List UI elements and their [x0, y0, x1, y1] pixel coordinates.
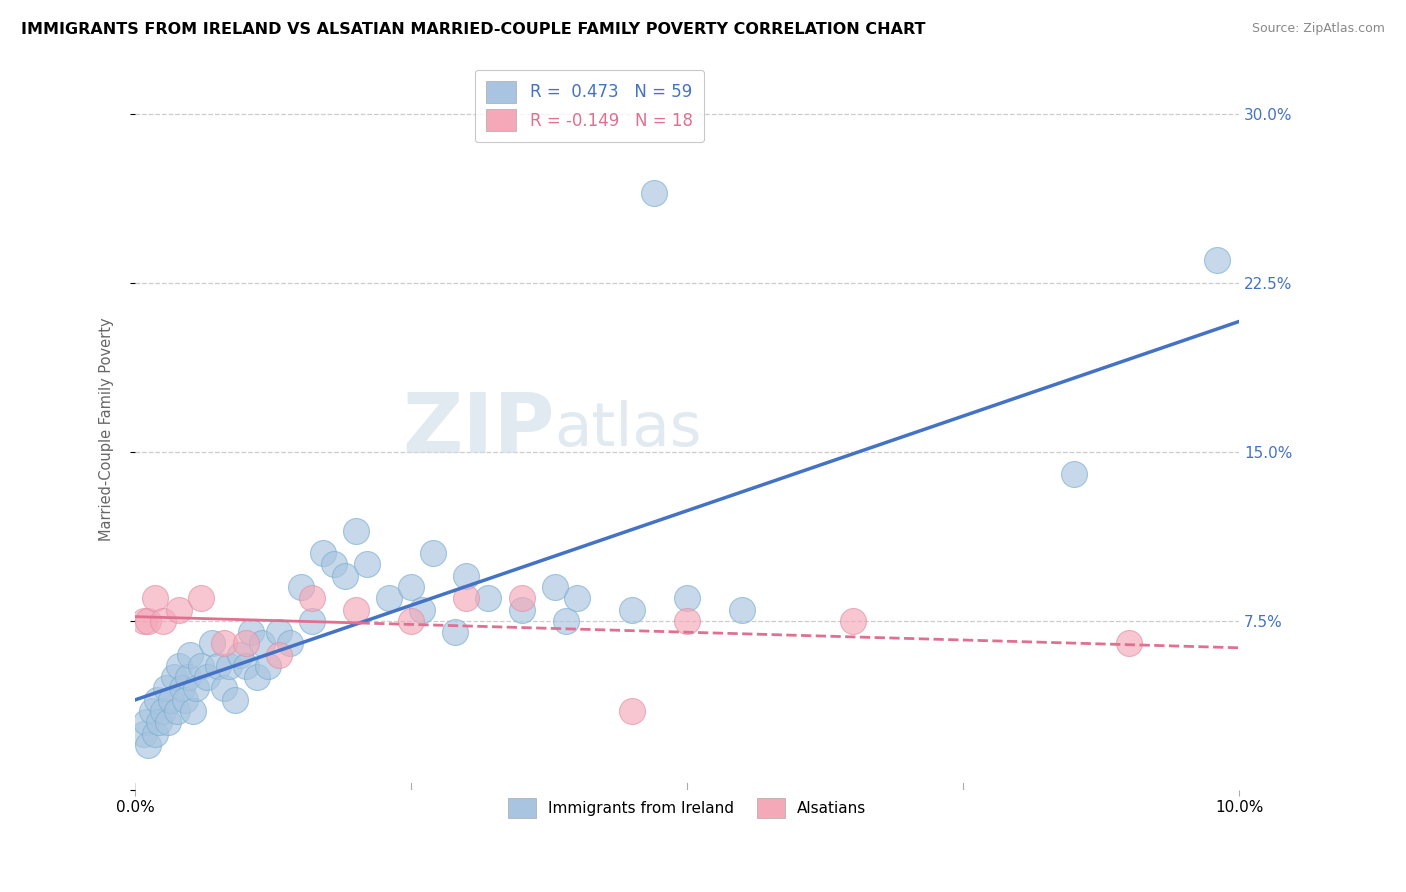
Point: [246, 670, 269, 684]
Point: [422, 546, 444, 560]
Point: [170, 681, 193, 696]
Point: [132, 726, 155, 740]
Point: [179, 648, 201, 662]
Point: [235, 659, 257, 673]
Point: [278, 636, 301, 650]
Point: [344, 524, 367, 538]
Legend: Immigrants from Ireland, Alsatians: Immigrants from Ireland, Alsatians: [501, 790, 873, 826]
Point: [1206, 253, 1229, 268]
Text: ZIP: ZIP: [402, 389, 555, 470]
Point: [842, 614, 865, 628]
Point: [322, 558, 344, 572]
Point: [240, 625, 263, 640]
Text: Source: ZipAtlas.com: Source: ZipAtlas.com: [1251, 22, 1385, 36]
Point: [190, 591, 212, 606]
Point: [181, 704, 204, 718]
Point: [212, 636, 235, 650]
Point: [218, 659, 240, 673]
Point: [141, 704, 163, 718]
Point: [399, 580, 422, 594]
Point: [510, 591, 533, 606]
Point: [235, 636, 257, 650]
Point: [1118, 636, 1140, 650]
Point: [166, 704, 188, 718]
Point: [676, 591, 699, 606]
Point: [224, 692, 246, 706]
Point: [229, 648, 252, 662]
Point: [157, 715, 180, 730]
Point: [173, 692, 195, 706]
Point: [163, 670, 186, 684]
Point: [290, 580, 312, 594]
Point: [621, 602, 644, 616]
Point: [132, 614, 155, 628]
Point: [143, 726, 166, 740]
Point: [643, 186, 665, 200]
Point: [152, 614, 174, 628]
Point: [184, 681, 207, 696]
Point: [301, 591, 323, 606]
Point: [155, 681, 177, 696]
Point: [731, 602, 754, 616]
Point: [1063, 467, 1085, 482]
Point: [510, 602, 533, 616]
Point: [676, 614, 699, 628]
Point: [444, 625, 467, 640]
Point: [152, 704, 174, 718]
Point: [456, 591, 478, 606]
Point: [477, 591, 499, 606]
Point: [138, 738, 160, 752]
Point: [456, 568, 478, 582]
Point: [544, 580, 567, 594]
Point: [169, 602, 191, 616]
Point: [378, 591, 401, 606]
Point: [207, 659, 229, 673]
Point: [344, 602, 367, 616]
Text: atlas: atlas: [555, 400, 702, 458]
Point: [138, 614, 160, 628]
Point: [159, 692, 181, 706]
Point: [250, 636, 273, 650]
Point: [356, 558, 378, 572]
Point: [312, 546, 335, 560]
Point: [267, 648, 290, 662]
Point: [201, 636, 224, 650]
Point: [146, 692, 169, 706]
Point: [195, 670, 218, 684]
Point: [135, 715, 157, 730]
Point: [399, 614, 422, 628]
Text: IMMIGRANTS FROM IRELAND VS ALSATIAN MARRIED-COUPLE FAMILY POVERTY CORRELATION CH: IMMIGRANTS FROM IRELAND VS ALSATIAN MARR…: [21, 22, 925, 37]
Point: [212, 681, 235, 696]
Point: [267, 625, 290, 640]
Point: [148, 715, 170, 730]
Point: [621, 704, 644, 718]
Point: [190, 659, 212, 673]
Point: [143, 591, 166, 606]
Y-axis label: Married-Couple Family Poverty: Married-Couple Family Poverty: [100, 318, 114, 541]
Point: [169, 659, 191, 673]
Point: [411, 602, 433, 616]
Point: [256, 659, 278, 673]
Point: [333, 568, 356, 582]
Point: [565, 591, 588, 606]
Point: [301, 614, 323, 628]
Point: [554, 614, 576, 628]
Point: [177, 670, 200, 684]
